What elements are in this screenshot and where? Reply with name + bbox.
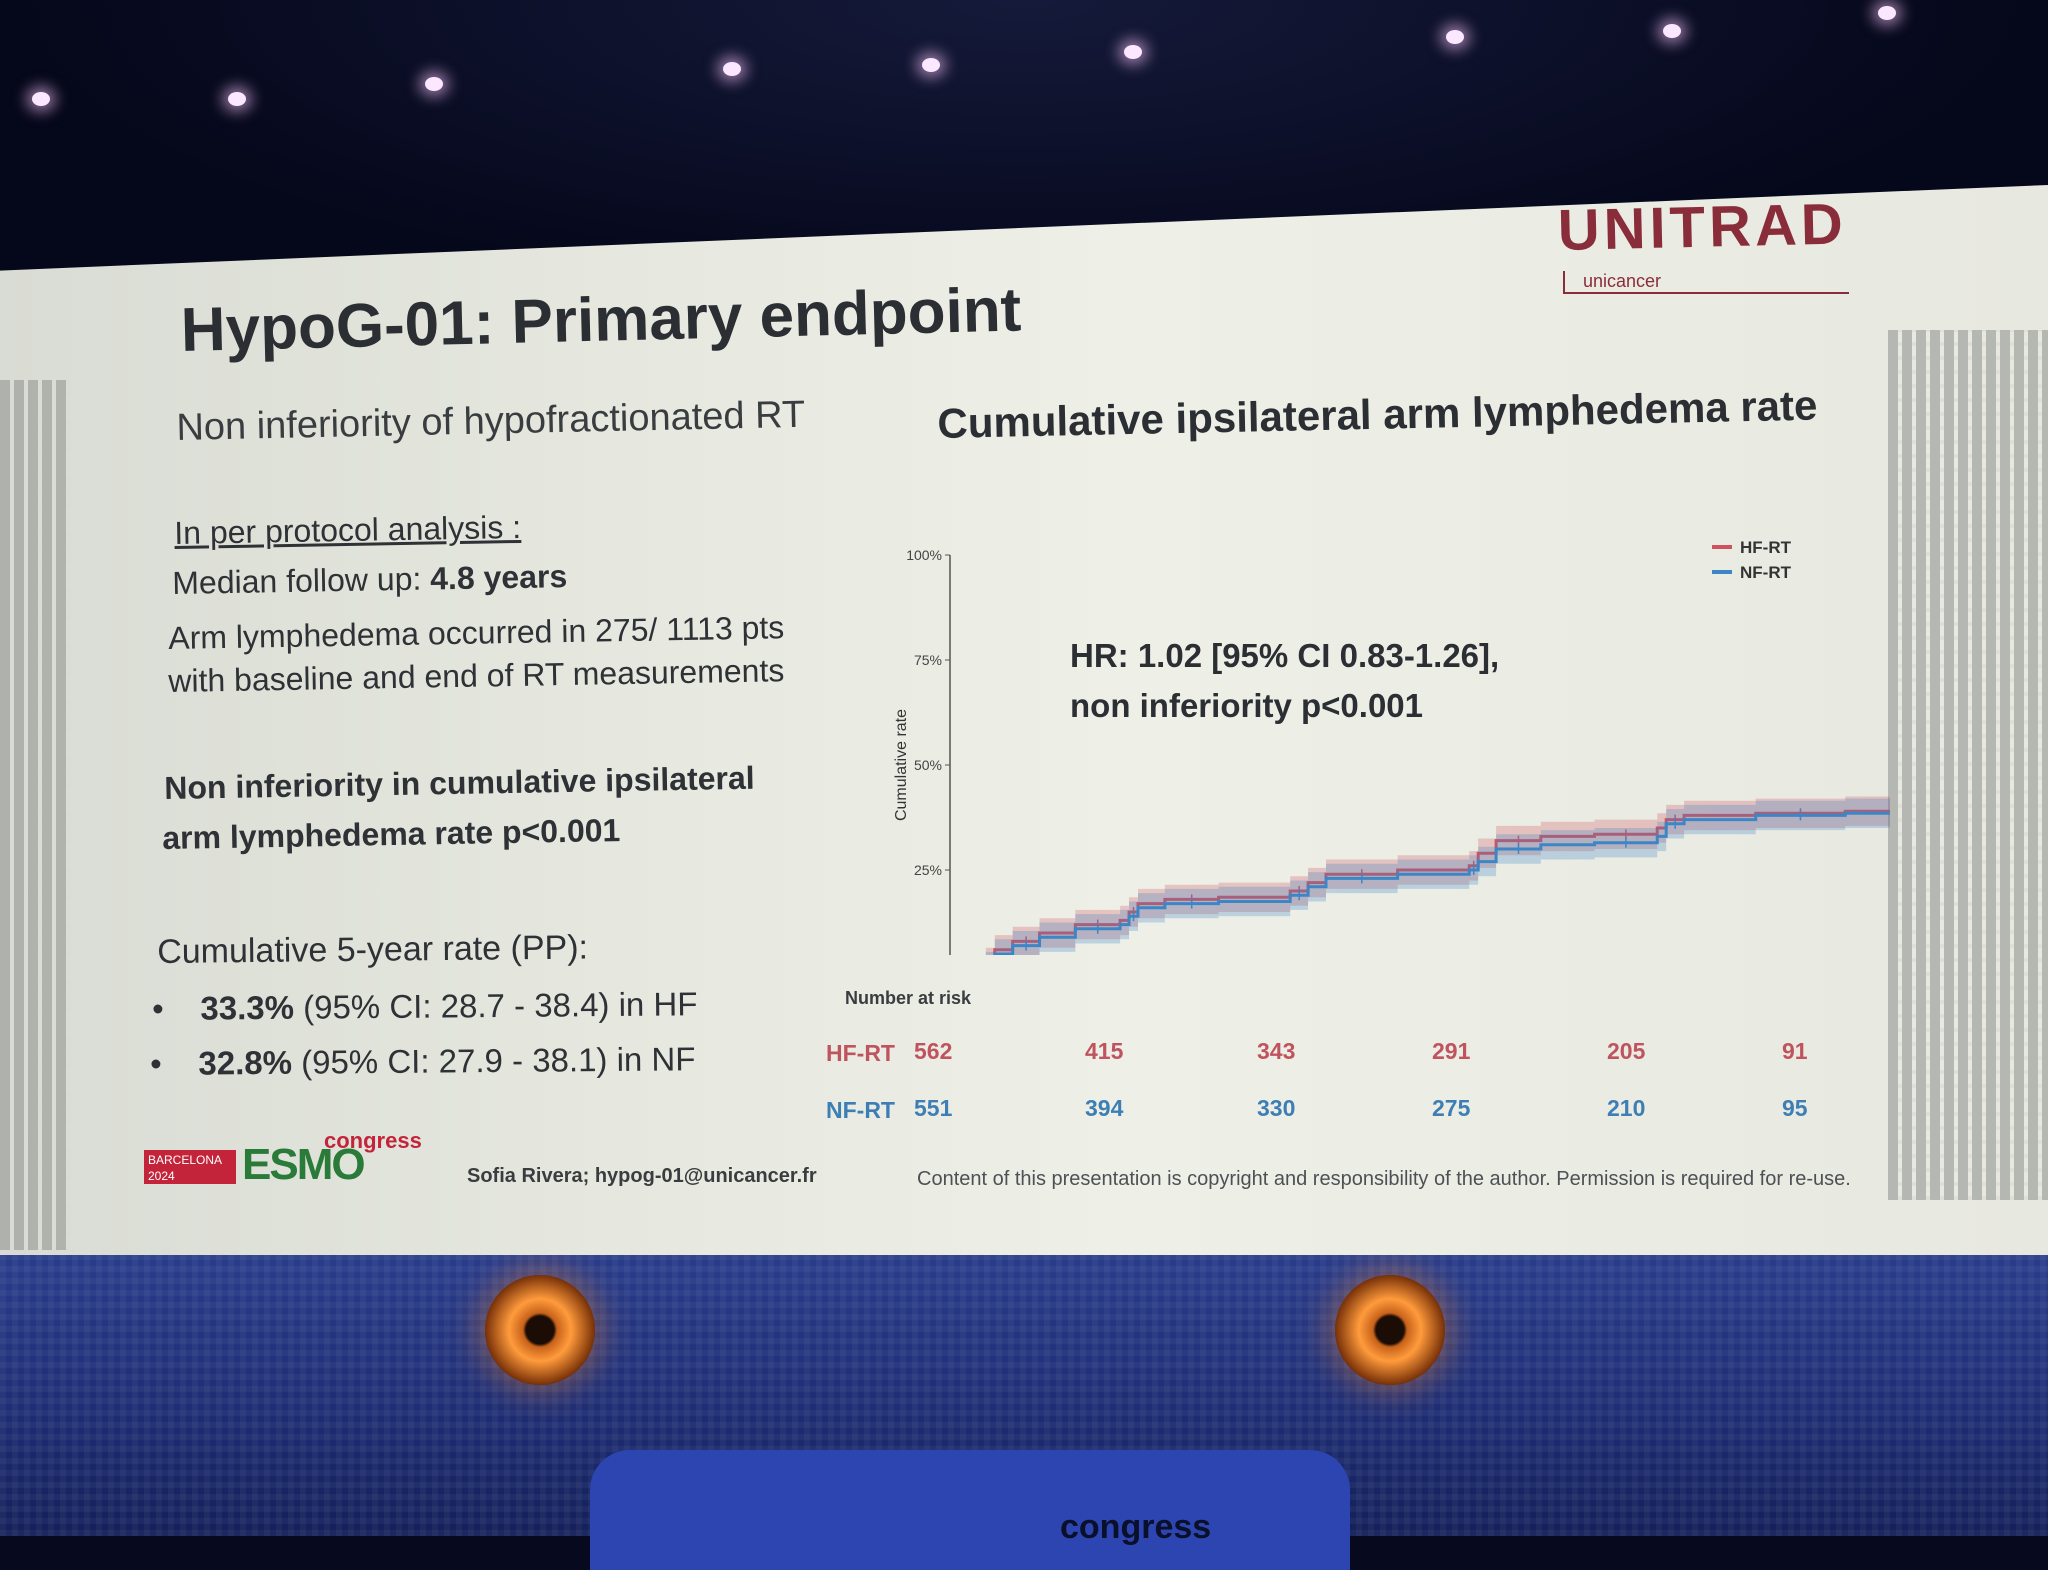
ceiling-spotlight [1663,24,1681,38]
bullet-nf-rest: (95% CI: 27.9 - 38.1) in NF [291,1040,696,1081]
podium [590,1450,1350,1570]
ceiling-spotlight [425,77,443,91]
esmo-congress-text: congress [324,1128,422,1153]
bullet-dot: • [152,989,201,1027]
y-tick-label: 25% [914,862,942,878]
risk-table-cell: 394 [1085,1095,1124,1121]
median-label: Median follow up: [172,560,431,601]
screen-mosaic-right [1888,330,2048,1200]
esmo-wordmark: ESMO [242,1140,366,1189]
risk-table-cell: 343 [1257,1038,1296,1064]
podium-text: congress [1060,1508,1212,1546]
risk-table-cell: 415 [1085,1038,1124,1064]
logo-main-text: UNITRAD [1557,191,1848,263]
bullet-dot: • [150,1044,199,1082]
risk-table-cell: 291 [1432,1038,1471,1064]
bullet-hf: • 33.3% (95% CI: 28.7 - 38.4) in HF [152,985,698,1028]
bullet-hf-value: 33.3% [200,988,295,1027]
risk-table-heading: Number at risk [845,988,972,1008]
badge-line-2: 2024 [148,1169,175,1183]
stage-light [1335,1275,1445,1385]
slide-title: HypoG-01: Primary endpoint [180,275,1023,365]
ceiling-spotlight [32,92,50,106]
km-chart: 0%25%50%75%100%012345Time since randomis… [893,538,1890,955]
legend-label-hf-rt: HF-RT [1740,538,1792,557]
ceiling-spotlight [1878,6,1896,20]
footer-author: Sofia Rivera; hypog-01@unicancer.fr [467,1165,817,1187]
chart-title: Cumulative ipsilateral arm lymphedema ra… [937,381,1818,447]
ceiling-spotlight [1124,45,1142,59]
rate-heading: Cumulative 5-year rate (PP): [157,928,589,971]
risk-table-cell: 330 [1257,1095,1296,1121]
slide: UNITRAD unicancer HypoG-01: Primary endp… [52,191,1912,1240]
bullet-nf-value: 32.8% [198,1043,293,1082]
y-axis-label: Cumulative rate [893,709,910,821]
ceiling-spotlight [1446,30,1464,44]
bullet-hf-rest: (95% CI: 28.7 - 38.4) in HF [293,985,698,1026]
risk-table-cell: 210 [1607,1095,1646,1121]
chart-layer: 0%25%50%75%100%012345Time since randomis… [893,538,1890,955]
esmo-logo: BARCELONA 2024 ESMO congress [144,1128,422,1189]
badge-line-1: BARCELONA [148,1153,223,1167]
y-tick-label: 50% [914,757,942,773]
lymphedema-line-2: with baseline and end of RT measurements [168,652,785,699]
bullet-nf: • 32.8% (95% CI: 27.9 - 38.1) in NF [150,1040,696,1083]
unitrad-logo: UNITRAD unicancer [1557,191,1849,294]
median-follow-up: Median follow up: 4.8 years [172,558,568,602]
risk-table-cell: 91 [1782,1038,1808,1064]
logo-sub-text: unicancer [1563,271,1849,294]
stage-light [485,1275,595,1385]
hr-annotation-line-1: HR: 1.02 [95% CI 0.83-1.26], [1070,637,1499,674]
legend-label-nf-rt: NF-RT [1740,563,1792,582]
ceiling-spotlight [228,92,246,106]
lymphedema-line-1: Arm lymphedema occurred in 275/ 1113 pts [168,609,785,656]
ceiling-spotlight [723,62,741,76]
y-tick-label: 75% [914,652,942,668]
y-tick-label: 100% [906,547,942,563]
risk-table-cell: 95 [1782,1095,1808,1121]
risk-table-cell: 562 [914,1038,953,1064]
series-line-nf-rt [993,811,1890,955]
barcelona-badge: BARCELONA 2024 [144,1150,236,1184]
median-value: 4.8 years [429,558,568,597]
risk-row-label: NF-RT [826,1097,895,1123]
conclusion-line-2: arm lymphedema rate p<0.001 [162,812,621,856]
risk-table-cell: 205 [1607,1038,1646,1064]
risk-table-cell: 275 [1432,1095,1471,1121]
footer-copyright: Content of this presentation is copyrigh… [917,1168,1851,1190]
conclusion-line-1: Non inferiority in cumulative ipsilatera… [164,759,755,806]
risk-row-label: HF-RT [826,1040,895,1066]
slide-subtitle: Non inferiority of hypofractionated RT [176,393,806,449]
projection-screen [0,185,2048,1255]
ceiling-spotlight [922,58,940,72]
confidence-band-nf-rt [985,798,1890,955]
screen-mosaic-left [0,380,70,1250]
analysis-heading: In per protocol analysis : [174,508,522,551]
risk-table-cell: 551 [914,1095,953,1121]
hr-annotation-line-2: non inferiority p<0.001 [1070,687,1423,724]
